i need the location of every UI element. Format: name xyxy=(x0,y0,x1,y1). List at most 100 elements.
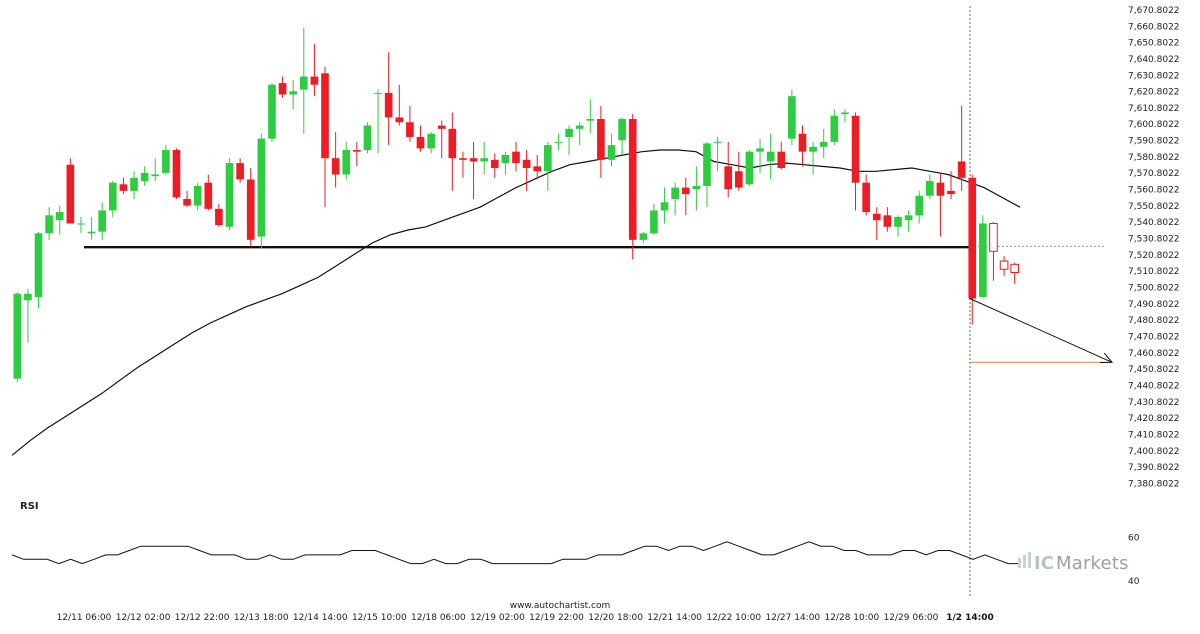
candle-body xyxy=(130,177,138,191)
rsi-tick-label: 60 xyxy=(1128,533,1140,543)
candle-body xyxy=(437,125,446,129)
candle-body xyxy=(735,171,743,188)
candle xyxy=(55,205,64,235)
candle xyxy=(257,133,266,248)
candle-body xyxy=(140,172,149,182)
candle-body xyxy=(915,195,924,216)
candle xyxy=(735,151,743,191)
forecast-group xyxy=(969,298,1114,364)
candle xyxy=(957,105,966,191)
brand-bar-3 xyxy=(1028,552,1031,568)
candle xyxy=(236,158,244,183)
candle-body xyxy=(798,133,807,152)
forecast-arrow-line xyxy=(969,298,1113,363)
candle-body xyxy=(968,177,977,299)
candle xyxy=(331,132,340,188)
candle-body xyxy=(331,158,340,175)
x-tick-label: 12/11 06:00 xyxy=(57,613,112,623)
candle xyxy=(618,117,626,155)
candle-body xyxy=(299,76,308,90)
candle xyxy=(830,109,839,146)
rsi-tick-label: 40 xyxy=(1128,577,1140,587)
candle-body xyxy=(13,293,22,379)
candle xyxy=(172,148,181,200)
candle-body xyxy=(24,293,32,301)
candle xyxy=(395,84,404,126)
candle xyxy=(745,150,754,186)
candle-body xyxy=(957,161,966,178)
candle-body xyxy=(639,233,648,240)
candle-body xyxy=(45,215,53,234)
candle-body xyxy=(119,184,128,191)
candle-body xyxy=(586,119,595,121)
candle-body xyxy=(533,166,542,172)
brand-logo: IC Markets xyxy=(1018,552,1128,574)
candle-body xyxy=(374,92,382,94)
candle xyxy=(448,112,457,191)
candle xyxy=(77,216,85,234)
candle-body xyxy=(162,150,170,173)
candle-body xyxy=(681,187,690,195)
candle xyxy=(925,174,934,200)
y-tick-label: 7,490.8022 xyxy=(1128,300,1180,310)
rsi-title: RSI xyxy=(20,501,39,512)
candle-body xyxy=(151,174,160,177)
y-tick-label: 7,660.8022 xyxy=(1128,22,1180,32)
candle-body xyxy=(628,119,637,240)
x-tick-label: 12/27 14:00 xyxy=(765,613,820,623)
candle xyxy=(299,27,308,134)
x-axis-labels: 12/11 06:00 12/12 02:00 12/12 22:00 12/13 1… xyxy=(57,613,994,623)
candle-body xyxy=(597,119,605,160)
candle xyxy=(894,215,902,237)
candle-body xyxy=(830,115,839,142)
candle-body xyxy=(490,159,499,168)
candle-body xyxy=(989,223,998,252)
candle-body xyxy=(193,185,202,206)
candle xyxy=(437,120,446,159)
candle xyxy=(660,187,669,224)
candle xyxy=(681,177,690,216)
y-tick-label: 7,500.8022 xyxy=(1128,284,1180,294)
candle-body xyxy=(469,158,478,162)
candle xyxy=(204,174,213,211)
candle xyxy=(904,210,913,232)
candle xyxy=(162,145,170,175)
candle xyxy=(586,99,595,134)
y-tick-label: 7,560.8022 xyxy=(1128,186,1180,196)
candle xyxy=(374,89,382,154)
candle xyxy=(512,141,520,172)
support-line-group xyxy=(84,245,1105,249)
y-tick-label: 7,430.8022 xyxy=(1128,398,1180,408)
candle-body xyxy=(98,210,107,232)
candle-body xyxy=(1010,263,1020,273)
candle-body xyxy=(204,182,213,209)
candle-body xyxy=(406,122,414,137)
candle xyxy=(724,141,733,198)
candle xyxy=(183,190,191,208)
candle xyxy=(66,158,75,224)
forecast-arrow-head xyxy=(1099,352,1114,364)
candle-body xyxy=(172,150,181,198)
candle xyxy=(363,122,372,154)
x-tick-label: 12/22 10:00 xyxy=(706,613,761,623)
candle-body xyxy=(766,151,775,162)
candle xyxy=(342,141,351,180)
candle xyxy=(544,141,552,191)
candle xyxy=(915,190,924,224)
candle-body xyxy=(257,138,266,237)
candle-body xyxy=(459,158,467,160)
candle xyxy=(490,153,499,178)
candle xyxy=(628,114,637,260)
candle xyxy=(777,141,786,170)
x-tick-label: 12/19 22:00 xyxy=(529,613,584,623)
candle-body xyxy=(671,187,679,200)
x-tick-label: 12/13 18:00 xyxy=(234,613,289,623)
candle xyxy=(1010,262,1020,284)
candle-body xyxy=(872,213,881,221)
candle xyxy=(841,109,849,123)
candle xyxy=(469,141,478,200)
candle-body xyxy=(427,133,435,149)
watermark-text: www.autochartist.com xyxy=(510,601,611,611)
